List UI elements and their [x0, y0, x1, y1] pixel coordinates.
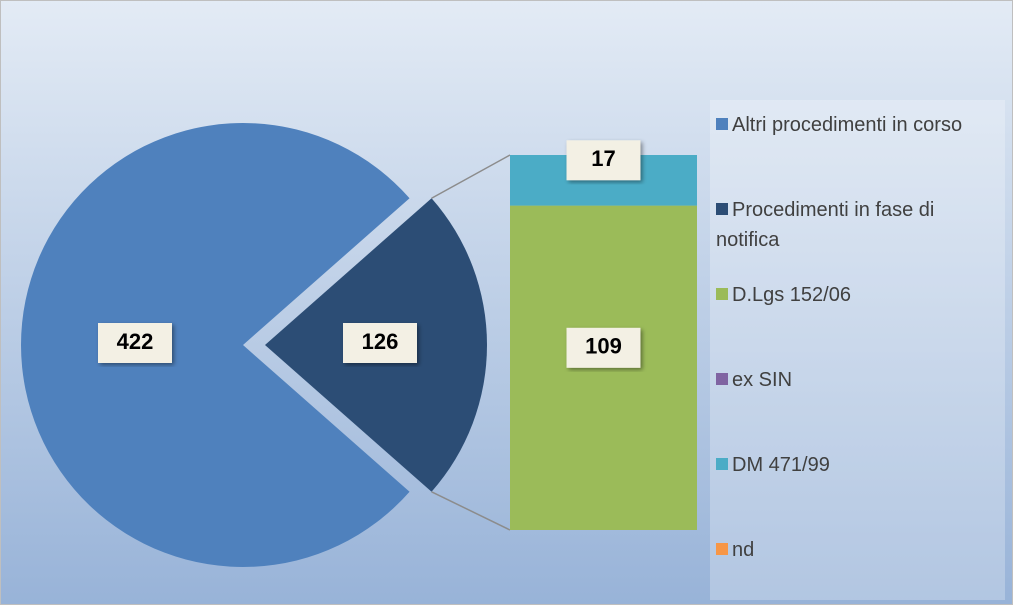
legend-swatch	[716, 373, 728, 385]
data-label: 126	[362, 329, 399, 354]
legend-label: Altri procedimenti in corso	[732, 114, 963, 136]
legend-entry: nd	[716, 535, 1001, 565]
legend-swatch	[716, 543, 728, 555]
data-label: 109	[585, 334, 622, 359]
legend-entry: Altri procedimenti in corso	[716, 110, 1001, 140]
legend-entry: DM 471/99	[716, 450, 1001, 480]
label-box	[566, 327, 641, 368]
legend-swatch	[716, 118, 728, 130]
pie-slice	[21, 123, 410, 568]
legend-swatch	[716, 288, 728, 300]
connector	[431, 154, 511, 199]
label-box	[98, 323, 172, 363]
legend-entry: ex SIN	[716, 365, 1001, 395]
legend-swatch	[716, 203, 728, 215]
legend-label: DM 471/99	[732, 454, 830, 476]
connector	[431, 491, 511, 531]
legend-label: ex SIN	[732, 369, 793, 391]
data-label: 17	[591, 146, 615, 171]
legend-entry: D.Lgs 152/06	[716, 280, 1001, 310]
label-box	[566, 140, 641, 181]
legend-label: nd	[732, 539, 755, 561]
legend-label: D.Lgs 152/06	[732, 284, 851, 306]
legend-label: Procedimenti in fase di notifica	[716, 199, 935, 251]
label-box	[343, 323, 417, 363]
legend-swatch	[716, 458, 728, 470]
data-label: 422	[117, 329, 154, 354]
legend-entry: Procedimenti in fase di notifica	[716, 195, 1001, 255]
legend: Altri procedimenti in corso Procedimenti …	[710, 100, 1005, 600]
